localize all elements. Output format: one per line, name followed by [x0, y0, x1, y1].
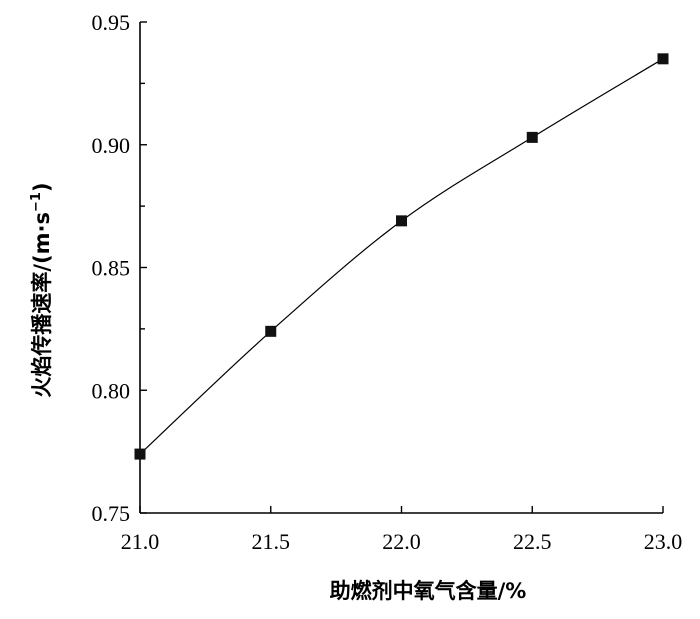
- axes: [139, 22, 663, 514]
- y-tick-label: 0.90: [92, 133, 131, 158]
- series: [134, 53, 669, 460]
- data-point-marker: [265, 325, 277, 337]
- data-point-marker: [134, 448, 146, 460]
- x-tick-label: 22.5: [513, 529, 552, 554]
- y-tick-label: 0.80: [92, 378, 131, 403]
- x-ticks: 21.0 21.5 22.0 22.5 23.0: [121, 506, 683, 554]
- x-axis-title: 助燃剂中氧气含量/%: [330, 579, 527, 603]
- y-axis-title-tail: ): [30, 182, 54, 192]
- y-tick-label: 0.85: [92, 256, 131, 281]
- y-axis-title-superscript: −1: [29, 192, 44, 212]
- x-tick-label: 21.0: [121, 529, 160, 554]
- y-axis-title: 火焰传播速率/(m·s−1): [29, 182, 54, 397]
- y-tick-label: 0.75: [92, 501, 131, 526]
- data-point-marker: [657, 53, 669, 65]
- data-point-marker: [396, 215, 407, 227]
- x-tick-label: 23.0: [644, 529, 683, 554]
- y-axis-title-main: 火焰传播速率/(m·s: [30, 212, 54, 398]
- y-tick-label: 0.95: [92, 10, 131, 35]
- x-tick-label: 22.0: [382, 529, 421, 554]
- series-line: [139, 58, 664, 455]
- x-tick-label: 21.5: [252, 529, 291, 554]
- data-point-marker: [526, 131, 538, 143]
